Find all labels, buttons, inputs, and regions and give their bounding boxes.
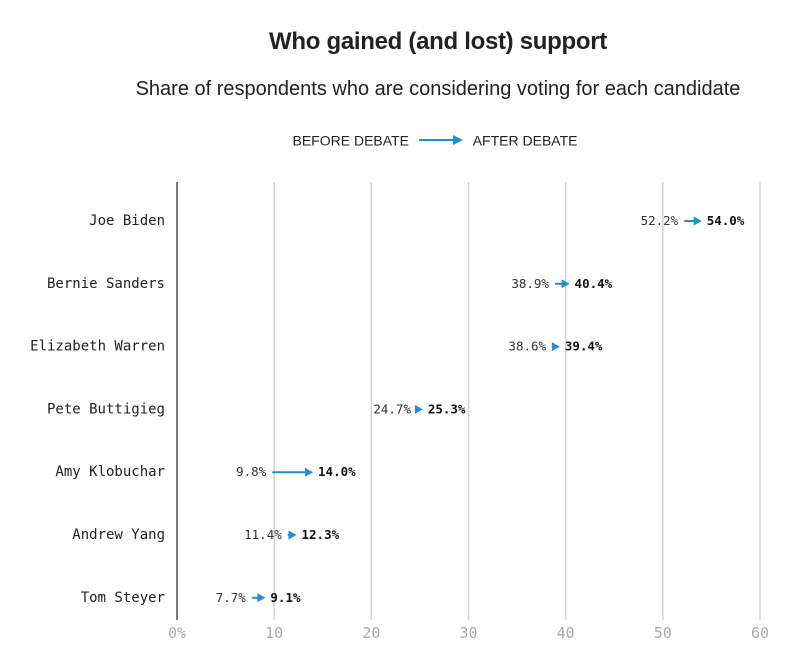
legend-before-label: BEFORE DEBATE xyxy=(292,132,409,149)
before-value-label: 52.2% xyxy=(641,213,679,228)
x-tick-label: 50 xyxy=(654,624,672,642)
legend-arrow-icon xyxy=(418,135,463,146)
change-arrow-head xyxy=(305,467,314,477)
category-label: Elizabeth Warren xyxy=(30,339,165,355)
x-tick-label: 60 xyxy=(751,624,769,642)
x-tick-label: 0% xyxy=(168,624,186,642)
x-tick-label: 30 xyxy=(459,624,477,642)
after-value-label: 9.1% xyxy=(270,590,301,605)
after-value-label: 39.4% xyxy=(565,339,603,354)
before-value-label: 7.7% xyxy=(216,590,247,605)
before-value-label: 38.9% xyxy=(511,276,549,291)
after-value-label: 14.0% xyxy=(318,464,356,479)
x-tick-label: 10 xyxy=(265,624,283,642)
before-value-label: 38.6% xyxy=(508,339,546,354)
change-arrow-head xyxy=(257,593,266,603)
category-label: Amy Klobuchar xyxy=(55,464,165,480)
chart-title: Who gained (and lost) support xyxy=(269,28,607,55)
after-value-label: 25.3% xyxy=(428,401,466,416)
category-label: Andrew Yang xyxy=(72,527,165,543)
after-value-label: 12.3% xyxy=(302,527,340,542)
change-arrow-head xyxy=(414,404,423,414)
change-arrow-head xyxy=(693,216,702,226)
after-value-label: 40.4% xyxy=(575,276,613,291)
legend-after-label: AFTER DEBATE xyxy=(472,132,578,149)
before-value-label: 9.8% xyxy=(236,464,267,479)
after-value-label: 54.0% xyxy=(707,213,745,228)
chart-subtitle: Share of respondents who are considering… xyxy=(135,78,741,100)
category-label: Joe Biden xyxy=(89,213,165,229)
category-label: Bernie Sanders xyxy=(47,276,165,292)
change-arrow-head xyxy=(551,342,560,352)
legend: BEFORE DEBATE AFTER DEBATE xyxy=(0,131,806,148)
change-arrow-head xyxy=(288,530,297,540)
x-tick-label: 20 xyxy=(362,624,380,642)
before-value-label: 11.4% xyxy=(244,527,282,542)
category-label: Pete Buttigieg xyxy=(47,401,165,417)
change-arrow-head xyxy=(561,279,570,289)
category-label: Tom Steyer xyxy=(81,590,165,606)
x-tick-label: 40 xyxy=(557,624,575,642)
before-value-label: 24.7% xyxy=(373,401,411,416)
